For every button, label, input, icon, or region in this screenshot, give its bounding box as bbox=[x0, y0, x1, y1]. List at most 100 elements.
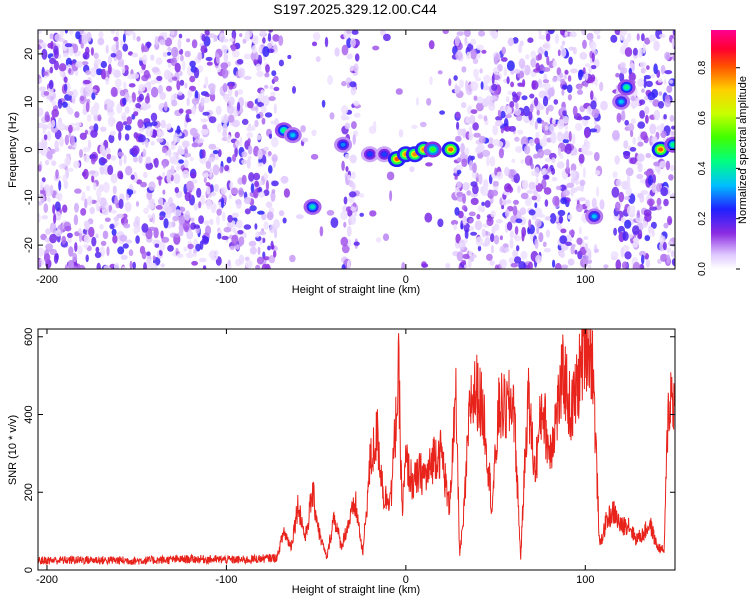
heatmap-speckle bbox=[162, 162, 166, 169]
heatmap-speckle bbox=[485, 95, 493, 106]
heatmap-speckle bbox=[544, 199, 549, 207]
heatmap-speckle bbox=[330, 217, 339, 229]
colorbar-label: Normalized spectral amplitude bbox=[737, 76, 749, 224]
heatmap-speckle bbox=[107, 55, 112, 65]
heatmap-speckle bbox=[231, 234, 239, 246]
heatmap-speckle bbox=[538, 213, 546, 218]
heatmap-speckle bbox=[185, 113, 190, 123]
heatmap-speckle bbox=[520, 250, 528, 260]
heatmap-speckle bbox=[49, 33, 54, 40]
heatmap-speckle bbox=[552, 259, 556, 268]
heatmap-speckle bbox=[170, 57, 177, 66]
heatmap-speckle bbox=[575, 123, 583, 131]
heatmap-speckle bbox=[645, 152, 652, 159]
heatmap-speckle bbox=[55, 169, 59, 179]
heatmap-speckle bbox=[334, 47, 340, 57]
heatmap-speckle bbox=[93, 52, 99, 59]
heatmap-speckle bbox=[103, 265, 111, 269]
heatmap-speckle bbox=[169, 156, 176, 164]
heatmap-speckle bbox=[544, 216, 551, 221]
heatmap-speckle bbox=[62, 174, 67, 183]
heatmap-speckle bbox=[74, 126, 81, 131]
heatmap-speckle bbox=[80, 96, 85, 102]
heatmap-speckle bbox=[193, 224, 200, 229]
heatmap-speckle bbox=[254, 180, 260, 188]
heatmap-speckle bbox=[178, 33, 183, 39]
heatmap-speckle bbox=[560, 78, 565, 85]
heatmap-speckle bbox=[624, 47, 633, 57]
heatmap-speckle bbox=[346, 206, 352, 213]
heatmap-speckle bbox=[68, 46, 74, 56]
heatmap-speckle bbox=[147, 203, 155, 210]
heatmap-speckle bbox=[234, 146, 238, 158]
heatmap-speckle bbox=[128, 83, 136, 88]
heatmap-speckle bbox=[208, 143, 217, 150]
heatmap-speckle bbox=[68, 30, 74, 35]
heatmap-speckle bbox=[49, 184, 54, 196]
heatmap-speckle bbox=[151, 212, 156, 224]
heatmap-speckle bbox=[554, 196, 560, 208]
heatmap-speckle bbox=[122, 121, 128, 126]
heatmap-speckle bbox=[145, 162, 154, 171]
heatmap-peak bbox=[670, 142, 675, 147]
heatmap-speckle bbox=[351, 30, 359, 35]
heatmap-speckle bbox=[593, 30, 601, 35]
heatmap-peak bbox=[367, 152, 373, 157]
heatmap-speckle bbox=[171, 99, 178, 107]
heatmap-speckle bbox=[135, 102, 142, 109]
heatmap-speckle bbox=[671, 258, 675, 267]
heatmap-speckle bbox=[247, 145, 253, 155]
heatmap-speckle bbox=[106, 107, 114, 113]
heatmap-speckle bbox=[517, 91, 522, 97]
heatmap-speckle bbox=[454, 175, 458, 180]
bottom-x-tick-label: 100 bbox=[576, 574, 594, 586]
heatmap-speckle bbox=[347, 238, 352, 248]
heatmap-speckle bbox=[82, 79, 91, 85]
heatmap-speckle bbox=[636, 210, 641, 218]
heatmap-speckle bbox=[456, 191, 464, 198]
heatmap-speckle bbox=[520, 159, 524, 164]
heatmap-speckle bbox=[473, 95, 478, 101]
heatmap-speckle bbox=[151, 66, 160, 73]
heatmap-speckle bbox=[187, 243, 194, 250]
heatmap-speckle bbox=[49, 222, 57, 234]
heatmap-speckle bbox=[480, 81, 484, 90]
heatmap-speckle bbox=[445, 262, 451, 269]
heatmap-speckle bbox=[569, 31, 577, 38]
heatmap-speckle bbox=[489, 156, 496, 167]
colorbar-tick-label: 0.8 bbox=[697, 60, 708, 74]
heatmap-speckle bbox=[295, 214, 304, 220]
heatmap-speckle bbox=[87, 139, 92, 150]
heatmap-speckle bbox=[83, 220, 90, 228]
heatmap-speckle bbox=[64, 134, 70, 146]
heatmap-speckle bbox=[648, 34, 657, 42]
heatmap-speckle bbox=[664, 51, 671, 61]
heatmap-speckle bbox=[470, 38, 477, 46]
heatmap-speckle bbox=[660, 130, 667, 139]
heatmap-speckle bbox=[515, 102, 519, 110]
heatmap-speckle bbox=[118, 198, 124, 209]
heatmap-speckle bbox=[99, 144, 106, 155]
heatmap-speckle bbox=[110, 209, 117, 214]
heatmap-speckle bbox=[638, 47, 643, 59]
heatmap-speckle bbox=[514, 256, 522, 264]
heatmap-speckle bbox=[63, 83, 68, 92]
heatmap-speckle bbox=[47, 42, 54, 49]
heatmap-speckle bbox=[514, 226, 519, 235]
heatmap-speckle bbox=[344, 153, 350, 160]
heatmap-speckle bbox=[241, 151, 248, 158]
heatmap-speckle bbox=[116, 103, 123, 114]
heatmap-speckle bbox=[615, 259, 622, 269]
heatmap-speckle bbox=[499, 197, 503, 206]
heatmap-speckle bbox=[462, 253, 471, 260]
heatmap-speckle bbox=[619, 62, 626, 68]
heatmap-speckle bbox=[549, 213, 557, 224]
heatmap-speckle bbox=[542, 241, 547, 247]
heatmap-speckle bbox=[556, 222, 562, 230]
heatmap-speckle bbox=[239, 136, 243, 147]
heatmap-speckle bbox=[632, 237, 640, 243]
heatmap-speckle bbox=[493, 223, 500, 231]
heatmap-speckle bbox=[660, 186, 669, 197]
heatmap-speckle bbox=[623, 140, 629, 149]
heatmap-speckle bbox=[472, 162, 477, 174]
